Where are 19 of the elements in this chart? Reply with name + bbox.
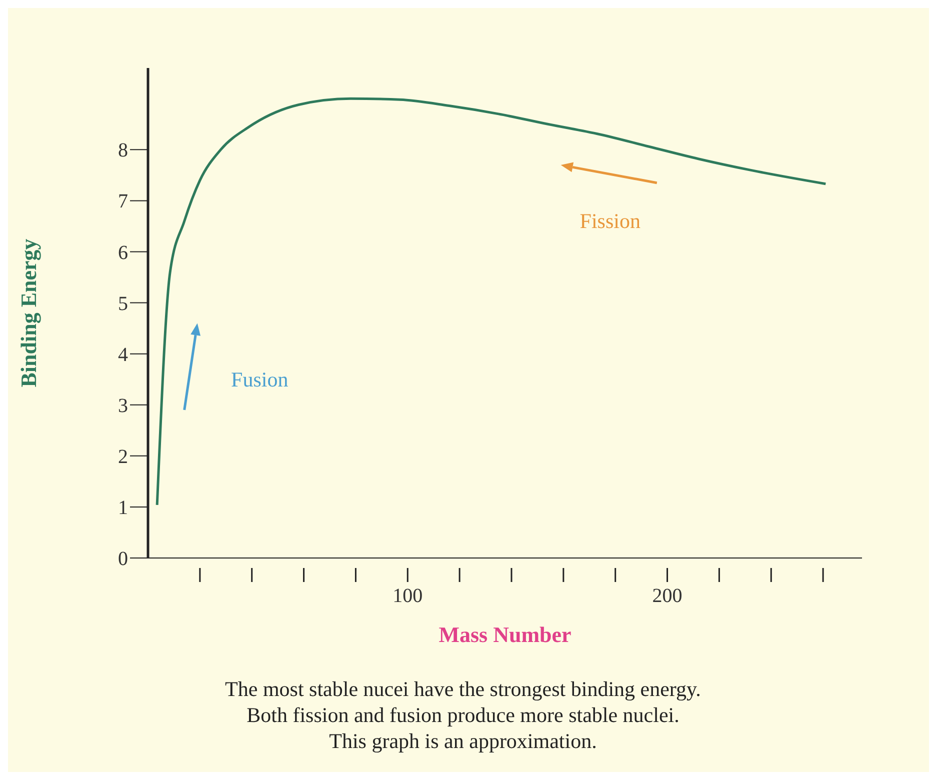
- line-series: [156, 97, 827, 506]
- text: The most stable nucei have the strongest binding energy.: [224, 676, 702, 702]
- x-tick-label: 200: [652, 585, 682, 608]
- annotation: Fission: [580, 209, 641, 234]
- annotation: Fusion: [231, 367, 289, 392]
- y-tick-label: 3: [118, 394, 128, 417]
- y-axis-title: Binding Energy: [16, 238, 41, 388]
- x-axis-title: Mass Number: [438, 622, 572, 647]
- y-tick-label: 5: [118, 292, 128, 315]
- x-tick-label: 100: [392, 585, 423, 608]
- y-tick-label: 7: [118, 190, 128, 213]
- text: This graph is an approximation.: [328, 728, 598, 754]
- y-tick-label: 0: [118, 548, 128, 570]
- y-tick-label: 1: [118, 496, 128, 519]
- text: Both fission and fusion produce more stable nuclei.: [246, 702, 680, 728]
- y-tick-label: 4: [118, 344, 128, 366]
- y-tick-label: 8: [118, 140, 128, 162]
- y-tick-label: 6: [118, 242, 128, 264]
- y-tick-label: 2: [118, 446, 128, 468]
